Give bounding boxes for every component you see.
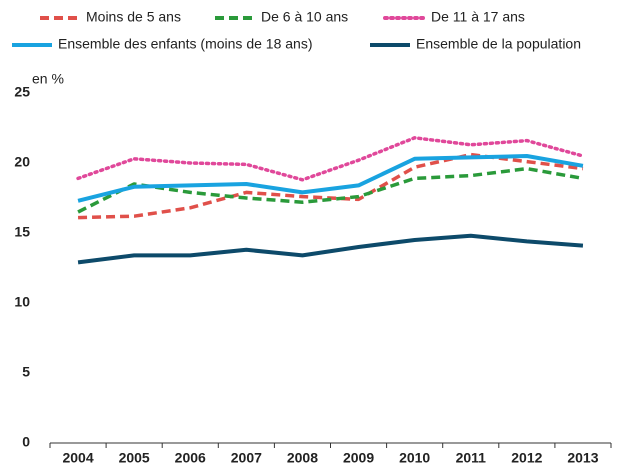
series-line — [77, 233, 584, 265]
legend-label: Moins de 5 ans — [86, 9, 181, 25]
series-line — [77, 166, 584, 214]
series-line — [77, 154, 584, 203]
x-tick-label: 2012 — [511, 450, 542, 466]
x-tick-label: 2013 — [567, 450, 598, 466]
legend-label: De 6 à 10 ans — [261, 9, 348, 25]
x-tick-label: 2008 — [287, 450, 318, 466]
x-tick-label: 2010 — [399, 450, 430, 466]
y-tick-label: 10 — [14, 294, 30, 310]
legend-label: Ensemble des enfants (moins de 18 ans) — [58, 36, 312, 52]
y-tick-label: 20 — [14, 154, 30, 170]
y-tick-label: 15 — [14, 224, 30, 240]
y-axis-label: en % — [32, 71, 64, 87]
x-tick-label: 2011 — [456, 450, 487, 466]
series-line — [76, 136, 585, 182]
y-tick-label: 5 — [22, 364, 30, 380]
x-tick-label: 2007 — [231, 450, 262, 466]
x-tick-label: 2006 — [175, 450, 206, 466]
legend-label: De 11 à 17 ans — [431, 9, 525, 25]
y-tick-label: 0 — [22, 434, 30, 450]
x-tick-label: 2009 — [343, 450, 374, 466]
legend-label: Ensemble de la population — [416, 36, 581, 52]
y-tick-label: 25 — [14, 84, 30, 100]
x-tick-label: 2005 — [119, 450, 150, 466]
x-tick-label: 2004 — [62, 450, 93, 466]
